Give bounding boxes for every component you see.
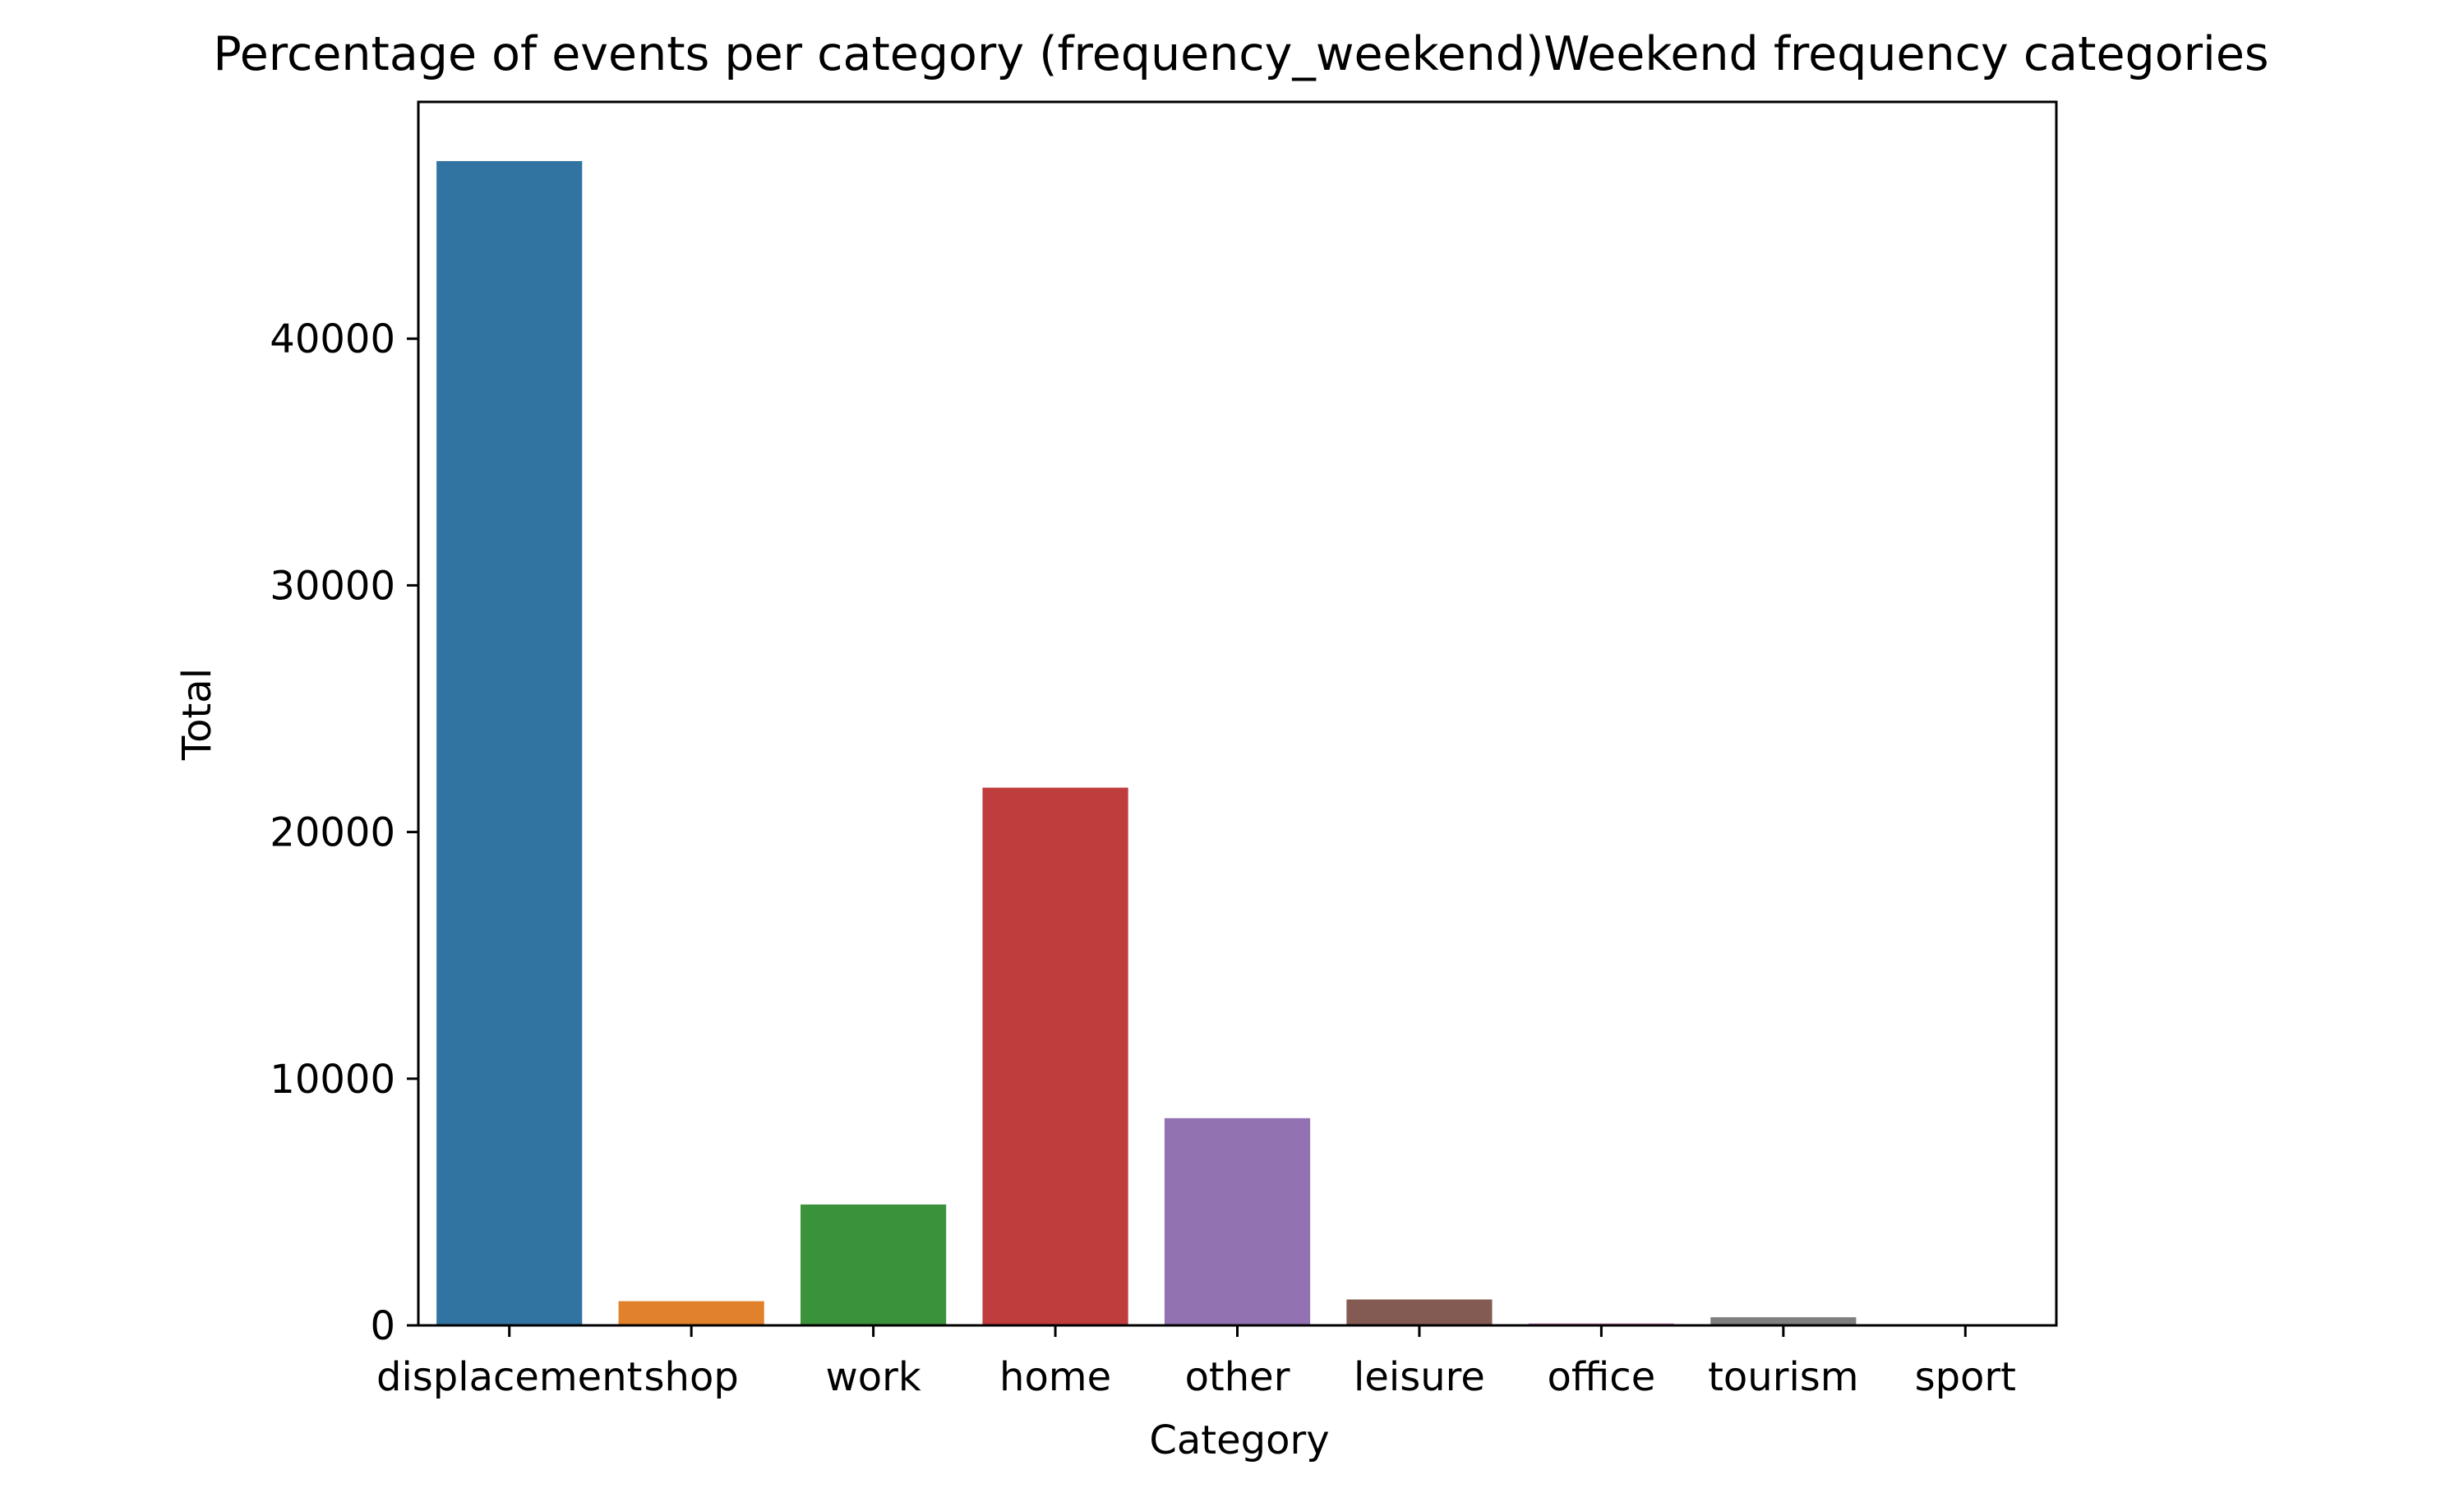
x-tick-label: leisure <box>1354 1354 1485 1400</box>
bar-tourism <box>1710 1317 1857 1325</box>
x-tick-label: displacement <box>376 1354 642 1400</box>
x-tick-label: other <box>1185 1354 1290 1400</box>
chart-title: Percentage of events per category (frequ… <box>213 27 2268 81</box>
y-ticks-layer: 0 10000 20000 30000 40000 <box>270 316 418 1349</box>
bar-other <box>1164 1117 1311 1325</box>
x-axis-label: Category <box>1149 1417 1329 1463</box>
bar-work <box>801 1204 947 1325</box>
bar-shop <box>618 1301 764 1325</box>
bar-displacement <box>436 161 583 1326</box>
y-tick-label: 10000 <box>270 1057 395 1103</box>
x-tick-label: work <box>826 1354 921 1400</box>
y-tick-label: 40000 <box>270 316 395 362</box>
plot-frame <box>417 100 2058 1327</box>
x-tick-label: office <box>1548 1354 1656 1400</box>
y-tick-label: 30000 <box>270 563 395 609</box>
bar-leisure <box>1346 1299 1493 1325</box>
bars-layer <box>436 161 2038 1326</box>
x-ticks-layer: displacement shop work home other leisure offi… <box>376 1325 2016 1400</box>
y-axis-label: Total <box>174 668 220 761</box>
x-tick-label: tourism <box>1708 1354 1858 1400</box>
x-tick-label: shop <box>644 1354 739 1400</box>
y-tick-label: 0 <box>370 1303 395 1349</box>
x-tick-label: home <box>999 1354 1111 1400</box>
bar-home <box>982 787 1128 1325</box>
x-tick-label: sport <box>1915 1354 2016 1400</box>
y-tick-label: 20000 <box>270 810 395 856</box>
